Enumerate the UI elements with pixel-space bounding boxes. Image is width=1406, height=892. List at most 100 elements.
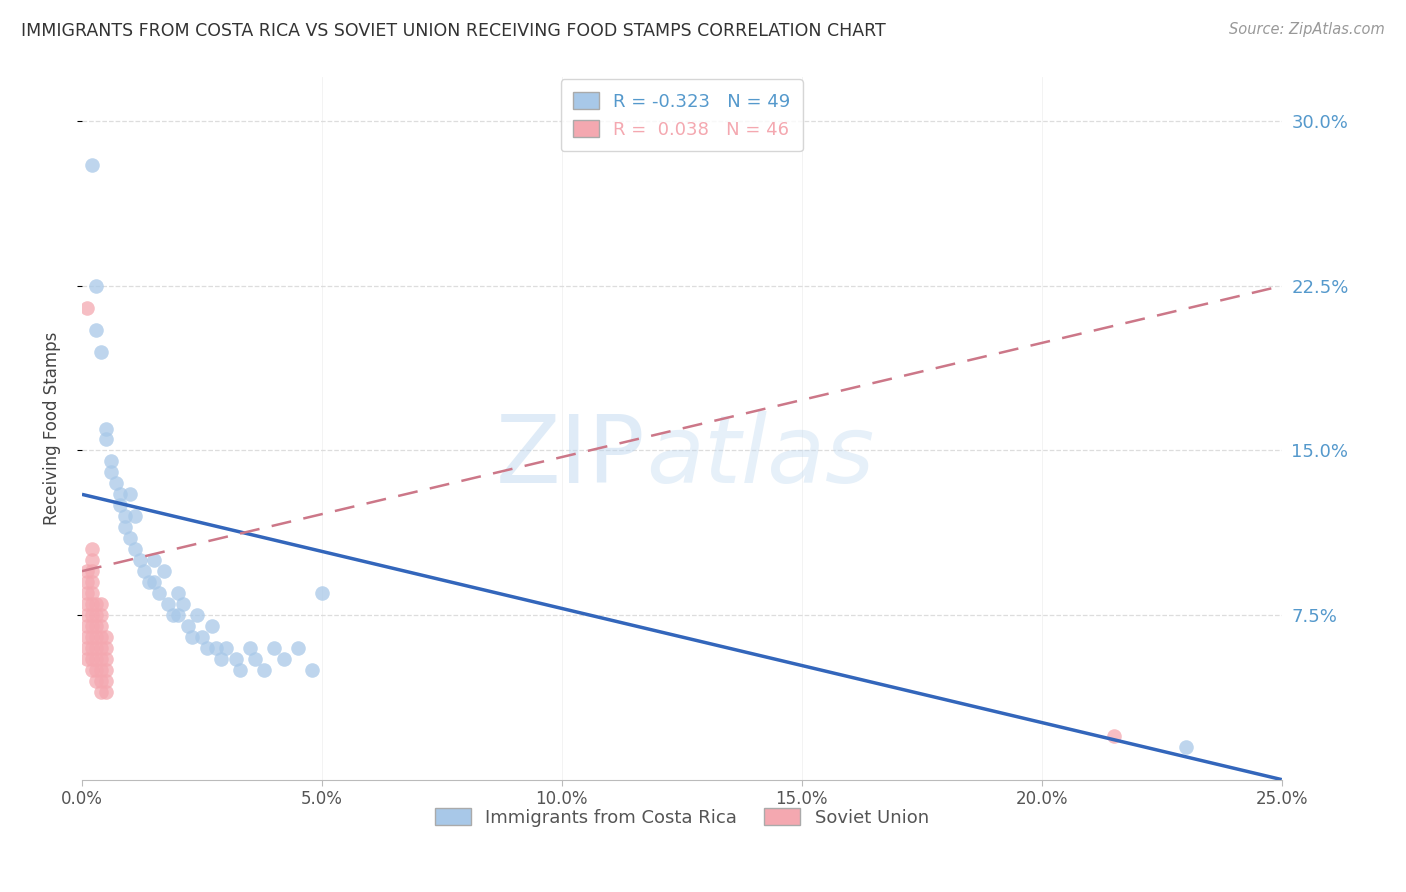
Point (86, 608, 108, 623)
Point (167, 608, 190, 623)
Point (76, 640, 98, 655)
Point (229, 663, 252, 677)
Point (301, 663, 323, 677)
Point (273, 652, 295, 666)
Point (152, 564, 174, 578)
Point (311, 586, 333, 600)
Point (80, 640, 103, 655)
Point (287, 640, 309, 655)
Point (94, 421, 117, 435)
Point (94, 652, 117, 666)
Point (157, 597, 180, 611)
Point (191, 630, 214, 644)
Point (114, 520, 136, 534)
Text: IMMIGRANTS FROM COSTA RICA VS SOVIET UNION RECEIVING FOOD STAMPS CORRELATION CHA: IMMIGRANTS FROM COSTA RICA VS SOVIET UNI… (21, 22, 886, 40)
Point (80, 597, 103, 611)
Point (76, 619, 98, 633)
Point (110, 487, 132, 501)
Point (94, 630, 117, 644)
Point (142, 575, 165, 590)
Point (86, 619, 108, 633)
Point (94, 663, 117, 677)
Point (80, 575, 103, 590)
Point (138, 575, 160, 590)
Point (90, 608, 112, 623)
Point (215, 640, 238, 655)
Point (80, 158, 103, 172)
Point (200, 619, 222, 633)
Point (90, 630, 112, 644)
Point (124, 509, 146, 524)
Point (86, 630, 108, 644)
Point (114, 509, 136, 524)
Text: ZIP: ZIP (496, 410, 645, 502)
Point (90, 640, 112, 655)
Text: atlas: atlas (645, 411, 875, 502)
Point (167, 586, 190, 600)
Point (90, 652, 112, 666)
Point (186, 608, 208, 623)
Point (209, 652, 232, 666)
Point (90, 619, 112, 633)
Point (80, 663, 103, 677)
Legend: Immigrants from Costa Rica, Soviet Union: Immigrants from Costa Rica, Soviet Union (427, 800, 936, 834)
Point (90, 673, 112, 688)
Point (253, 663, 276, 677)
Point (76, 586, 98, 600)
Point (76, 652, 98, 666)
Point (176, 619, 198, 633)
Point (148, 586, 170, 600)
Point (162, 608, 184, 623)
Point (90, 663, 112, 677)
Point (86, 663, 108, 677)
Point (94, 640, 117, 655)
Point (142, 553, 165, 567)
Point (243, 652, 266, 666)
Point (100, 454, 122, 468)
Point (80, 542, 103, 557)
Point (263, 640, 285, 655)
Point (76, 597, 98, 611)
Point (76, 630, 98, 644)
Point (124, 542, 146, 557)
Point (239, 640, 262, 655)
Point (104, 476, 127, 491)
Point (76, 575, 98, 590)
Point (86, 597, 108, 611)
Point (118, 487, 141, 501)
Text: Source: ZipAtlas.com: Source: ZipAtlas.com (1229, 22, 1385, 37)
Point (80, 608, 103, 623)
Point (181, 630, 204, 644)
Point (94, 673, 117, 688)
Point (86, 652, 108, 666)
Point (80, 586, 103, 600)
Point (94, 433, 117, 447)
Y-axis label: Receiving Food Stamps: Receiving Food Stamps (44, 332, 60, 525)
Point (128, 553, 150, 567)
Point (86, 323, 108, 337)
Point (86, 673, 108, 688)
Point (80, 619, 103, 633)
Point (110, 499, 132, 513)
Point (86, 640, 108, 655)
Point (90, 344, 112, 359)
Point (80, 553, 103, 567)
Point (172, 597, 194, 611)
Point (80, 630, 103, 644)
Point (80, 652, 103, 666)
Point (76, 608, 98, 623)
Point (90, 597, 112, 611)
Point (205, 640, 228, 655)
Point (118, 531, 141, 545)
Point (195, 640, 218, 655)
Point (76, 301, 98, 315)
Point (86, 279, 108, 293)
Point (134, 564, 156, 578)
Point (94, 685, 117, 699)
Point (1102, 729, 1125, 743)
Point (80, 564, 103, 578)
Point (100, 466, 122, 480)
Point (76, 564, 98, 578)
Point (225, 652, 247, 666)
Point (1174, 739, 1197, 754)
